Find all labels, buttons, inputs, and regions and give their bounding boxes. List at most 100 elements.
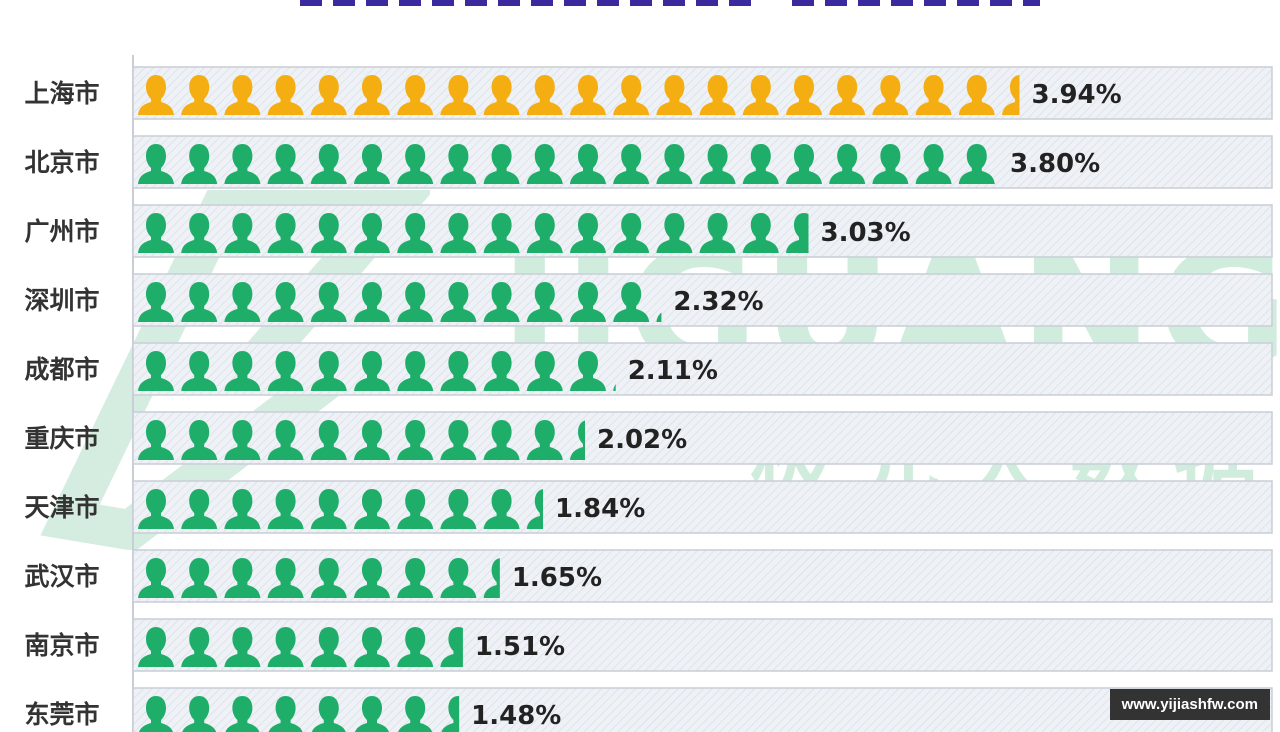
person-icon (483, 213, 520, 253)
value-label: 2.32% (673, 287, 763, 317)
person-icon (181, 282, 218, 322)
person-icon (1002, 75, 1020, 115)
person-icon (570, 420, 586, 460)
bar-track (132, 549, 1273, 603)
category-label: 上海市 (24, 79, 99, 108)
person-icon (526, 144, 563, 184)
person-icon (570, 213, 606, 253)
person-icon (310, 627, 347, 667)
person-icon (526, 351, 563, 391)
bar-track (132, 411, 1273, 465)
person-icon (526, 282, 563, 322)
person-icon (224, 282, 261, 322)
person-icon (483, 75, 520, 115)
person-icon (310, 558, 347, 598)
person-icon (138, 351, 174, 391)
bar-row: 上海市 3.94% (24, 66, 1273, 120)
title-glyph-fragment (696, 0, 718, 6)
person-icon (354, 420, 390, 460)
person-icon (310, 420, 347, 460)
person-icon (483, 144, 520, 184)
person-icon (138, 489, 174, 529)
person-icon (570, 75, 606, 115)
person-icon (181, 351, 218, 391)
category-label: 广州市 (24, 217, 99, 246)
person-icon (699, 75, 736, 115)
person-icon (742, 75, 779, 115)
title-glyph-fragment (432, 0, 454, 6)
chart-title-cropped (300, 0, 1040, 6)
person-icon (526, 213, 563, 253)
person-icon (656, 312, 662, 322)
category-label: 天津市 (24, 493, 99, 522)
person-icon (181, 627, 218, 667)
title-glyph-fragment (1023, 0, 1040, 6)
person-icon (354, 213, 390, 253)
person-icon (397, 627, 434, 667)
person-icon (613, 213, 650, 253)
category-label: 重庆市 (24, 424, 99, 453)
bar-row: 武汉市 1.65% (24, 549, 1273, 603)
title-glyph-fragment (825, 0, 847, 6)
person-icon (139, 696, 173, 732)
person-icon (354, 144, 390, 184)
person-icon (483, 282, 520, 322)
person-icon (440, 489, 477, 529)
person-icon (225, 696, 260, 732)
person-icon (440, 75, 477, 115)
person-icon (570, 144, 606, 184)
person-icon (570, 351, 606, 391)
value-label: 3.80% (1010, 149, 1100, 179)
person-icon (138, 558, 174, 598)
category-label: 南京市 (24, 631, 99, 660)
title-glyph-fragment (924, 0, 946, 6)
person-icon (397, 75, 434, 115)
person-icon (397, 144, 434, 184)
person-icon (354, 75, 390, 115)
person-icon (786, 144, 822, 184)
person-icon (354, 627, 390, 667)
bar-track (132, 480, 1273, 534)
person-icon (310, 75, 347, 115)
person-icon (354, 351, 390, 391)
person-icon (354, 558, 390, 598)
person-icon (310, 282, 347, 322)
bar-track (132, 618, 1273, 672)
person-icon (958, 75, 995, 115)
title-glyph-fragment (630, 0, 652, 6)
title-glyph-fragment (597, 0, 619, 6)
person-icon (224, 351, 261, 391)
title-glyph-fragment (990, 0, 1012, 6)
value-label: 1.65% (512, 563, 602, 593)
person-icon (138, 420, 174, 460)
value-label: 1.84% (555, 494, 645, 524)
person-icon (440, 420, 477, 460)
person-icon (181, 558, 218, 598)
bar-row: 深圳市 2.32% (24, 273, 1273, 327)
person-icon (829, 144, 866, 184)
title-glyph-fragment (399, 0, 421, 6)
person-icon (181, 213, 218, 253)
person-icon (310, 489, 347, 529)
title-glyph-fragment (957, 0, 979, 6)
value-label: 3.03% (821, 218, 911, 248)
person-icon (742, 144, 779, 184)
person-icon (483, 489, 520, 529)
title-glyph-fragment (564, 0, 586, 6)
person-icon (440, 627, 463, 667)
title-glyph-fragment (366, 0, 388, 6)
person-icon (138, 144, 174, 184)
person-icon (742, 213, 779, 253)
title-glyph-fragment (729, 0, 751, 6)
person-icon (526, 420, 563, 460)
title-glyph-fragment (498, 0, 520, 6)
person-icon (138, 75, 174, 115)
value-label: 2.11% (628, 356, 718, 386)
person-icon (526, 75, 563, 115)
person-icon (224, 627, 261, 667)
person-icon (397, 558, 434, 598)
person-icon (829, 75, 866, 115)
person-icon (354, 282, 390, 322)
person-icon (310, 144, 347, 184)
person-icon (224, 144, 261, 184)
